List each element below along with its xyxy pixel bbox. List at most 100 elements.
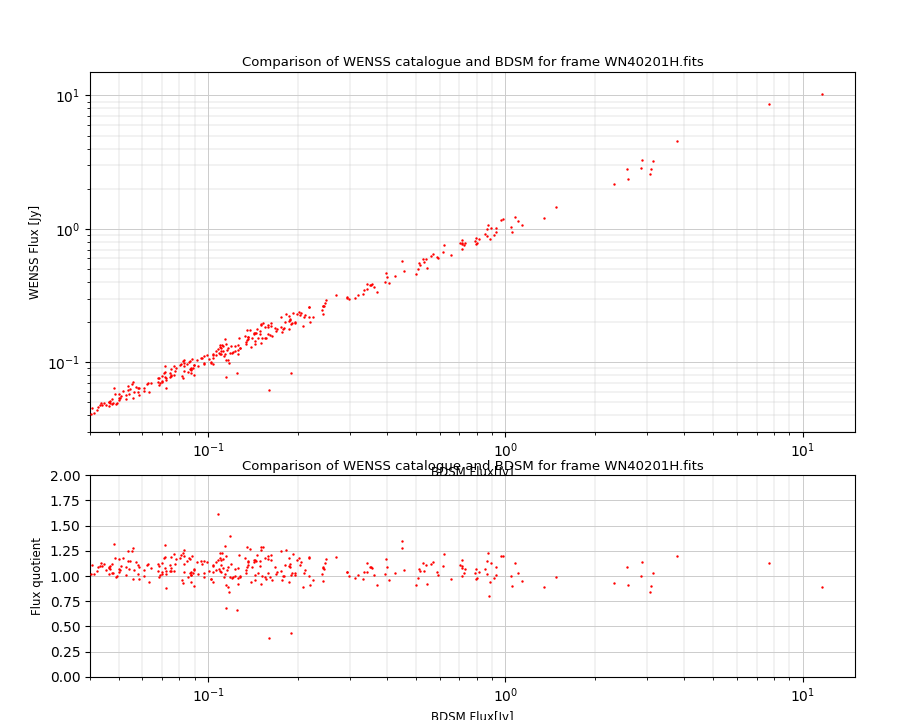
Point — [269, 325, 284, 336]
Point — [297, 312, 311, 323]
Point — [274, 565, 288, 577]
Point — [219, 551, 233, 562]
Point — [427, 248, 441, 259]
Point — [328, 552, 343, 563]
Point — [123, 383, 138, 395]
Point — [121, 545, 135, 557]
Point — [212, 348, 227, 360]
Point — [140, 558, 155, 570]
Point — [157, 367, 171, 379]
Point — [306, 575, 320, 586]
Point — [670, 551, 684, 562]
Point — [274, 575, 289, 586]
Point — [163, 371, 177, 382]
Point — [454, 237, 469, 248]
Point — [483, 577, 498, 588]
Point — [109, 571, 123, 582]
Point — [283, 313, 297, 325]
Point — [303, 316, 318, 328]
Point — [218, 540, 232, 552]
Point — [288, 567, 302, 579]
Point — [396, 564, 410, 575]
Point — [167, 558, 182, 570]
Point — [360, 283, 374, 294]
Point — [317, 301, 331, 312]
Point — [274, 321, 288, 333]
Point — [176, 356, 191, 367]
Point — [469, 233, 483, 244]
Point — [184, 551, 199, 562]
Point — [184, 354, 199, 365]
Point — [411, 572, 426, 584]
Point — [113, 559, 128, 571]
Point — [177, 354, 192, 366]
Point — [122, 388, 137, 400]
Point — [184, 576, 199, 588]
Point — [303, 579, 318, 590]
Point — [176, 577, 190, 589]
Point — [121, 384, 135, 396]
Point — [167, 365, 182, 377]
Point — [158, 360, 172, 372]
Point — [124, 378, 139, 390]
Point — [132, 561, 147, 572]
Point — [103, 564, 117, 575]
Point — [177, 357, 192, 369]
Point — [152, 373, 166, 384]
Point — [230, 562, 245, 574]
Point — [411, 264, 426, 275]
Point — [274, 311, 288, 323]
Point — [216, 341, 230, 352]
Point — [250, 567, 265, 578]
Point — [127, 387, 141, 398]
Title: Comparison of WENSS catalogue and BDSM for frame WN40201H.fits: Comparison of WENSS catalogue and BDSM f… — [241, 56, 704, 69]
Point — [297, 567, 311, 579]
Point — [233, 570, 248, 582]
Point — [181, 366, 195, 377]
Point — [470, 572, 484, 584]
Point — [241, 331, 256, 343]
Point — [244, 576, 258, 588]
Point — [223, 559, 238, 570]
Point — [220, 345, 234, 356]
Point — [619, 163, 634, 175]
Point — [213, 554, 228, 566]
Point — [173, 359, 187, 371]
Point — [302, 552, 317, 563]
Point — [481, 223, 495, 235]
Point — [761, 557, 776, 569]
Point — [230, 578, 245, 590]
Point — [211, 508, 225, 519]
Point — [204, 573, 219, 585]
Point — [621, 579, 635, 590]
Point — [350, 289, 365, 301]
Point — [184, 364, 198, 375]
Point — [454, 554, 469, 566]
Point — [359, 557, 374, 569]
Point — [634, 571, 648, 582]
Point — [288, 569, 302, 580]
Point — [619, 561, 634, 572]
Point — [218, 348, 232, 359]
Point — [278, 316, 293, 328]
Point — [263, 329, 277, 341]
Point — [277, 570, 292, 582]
Point — [489, 227, 503, 238]
Point — [496, 550, 510, 562]
Point — [382, 277, 397, 289]
Point — [424, 558, 438, 570]
Point — [267, 562, 282, 573]
Point — [205, 352, 220, 364]
Point — [296, 320, 310, 332]
Point — [412, 563, 427, 575]
Point — [90, 401, 104, 413]
Point — [233, 342, 248, 354]
Point — [364, 562, 378, 573]
Point — [182, 553, 196, 564]
Point — [430, 251, 445, 263]
Point — [112, 395, 126, 406]
Point — [225, 346, 239, 358]
Y-axis label: Flux quotient: Flux quotient — [31, 537, 44, 615]
Point — [260, 554, 274, 565]
Point — [302, 302, 317, 313]
